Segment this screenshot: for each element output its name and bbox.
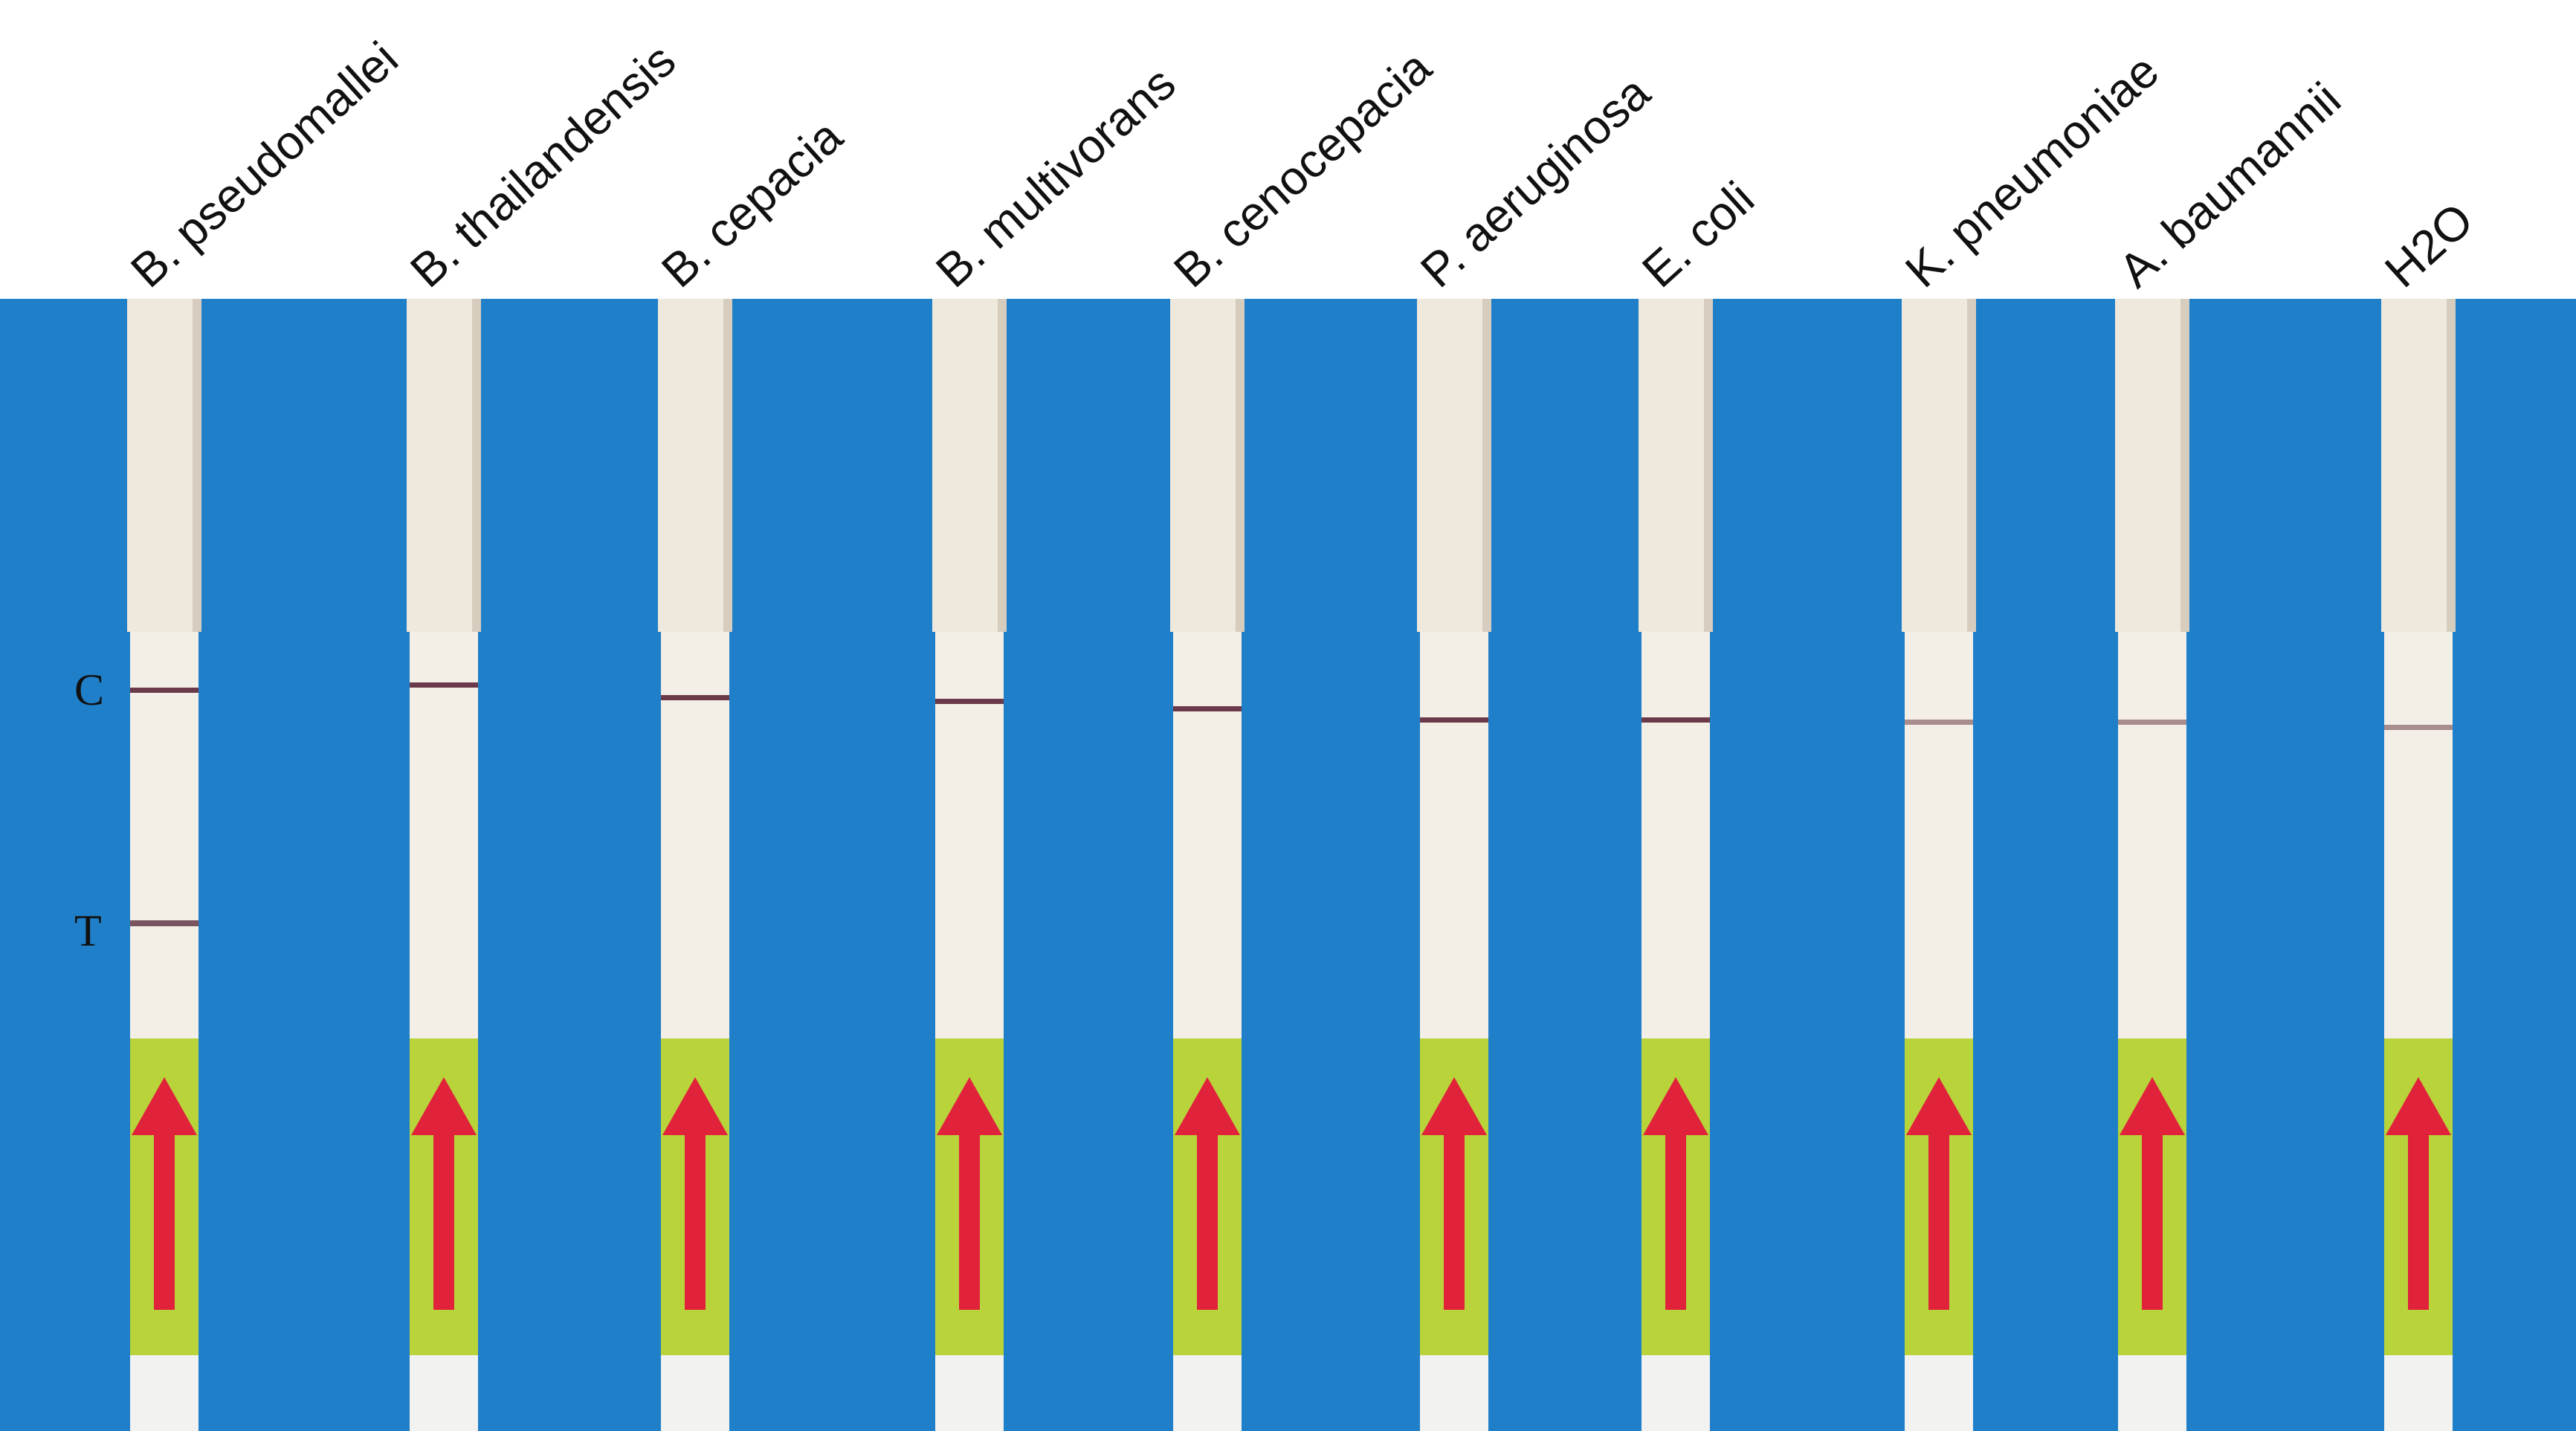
- control-marker: C: [74, 665, 104, 714]
- test-strip: [1170, 299, 1245, 1431]
- control-line: [1173, 706, 1242, 711]
- control-line: [1905, 720, 1973, 725]
- test-line: [130, 920, 198, 926]
- strip-end: [1173, 1355, 1242, 1431]
- flow-arrow: [937, 1077, 1002, 1310]
- flow-arrow: [2120, 1077, 2185, 1310]
- strip-membrane: [1642, 632, 1710, 1038]
- control-line: [1420, 717, 1488, 723]
- strip-end: [2384, 1355, 2453, 1431]
- test-marker: T: [74, 906, 102, 955]
- test-strip: [2115, 299, 2189, 1431]
- strip-end: [130, 1355, 198, 1431]
- test-strip: [932, 299, 1007, 1431]
- control-line: [2384, 725, 2453, 730]
- flow-arrow: [2386, 1077, 2451, 1310]
- strip-end: [1642, 1355, 1710, 1431]
- strip-membrane: [2118, 632, 2186, 1038]
- strip-membrane: [935, 632, 1004, 1038]
- flow-arrow: [662, 1077, 728, 1310]
- strip-upper: [127, 299, 201, 632]
- test-strip: [658, 299, 732, 1431]
- strip-upper: [2115, 299, 2189, 632]
- test-strip: [127, 299, 201, 1431]
- strip-shadow: [1967, 299, 1976, 632]
- strip-end: [1420, 1355, 1488, 1431]
- strip-end: [2118, 1355, 2186, 1431]
- flow-arrow: [1643, 1077, 1708, 1310]
- control-line: [935, 699, 1004, 704]
- flow-arrow: [411, 1077, 477, 1310]
- control-line: [410, 682, 478, 688]
- strip-upper: [932, 299, 1007, 632]
- test-strip: [1639, 299, 1713, 1431]
- strip-membrane: [1905, 632, 1973, 1038]
- control-line: [661, 695, 729, 700]
- strip-membrane: [410, 632, 478, 1038]
- control-line: [130, 688, 198, 693]
- flow-arrow: [1421, 1077, 1487, 1310]
- test-strip: [1902, 299, 1976, 1431]
- test-strip: [1417, 299, 1491, 1431]
- flow-arrow: [1906, 1077, 1972, 1310]
- strip-shadow: [723, 299, 732, 632]
- strip-upper: [1417, 299, 1491, 632]
- strip-shadow: [2447, 299, 2456, 632]
- strip-membrane: [130, 632, 198, 1038]
- strip-membrane: [1420, 632, 1488, 1038]
- strip-shadow: [472, 299, 481, 632]
- strip-upper: [658, 299, 732, 632]
- strip-shadow: [2180, 299, 2189, 632]
- strip-shadow: [1482, 299, 1491, 632]
- strip-upper: [2381, 299, 2456, 632]
- test-strip: [2381, 299, 2456, 1431]
- strip-shadow: [998, 299, 1007, 632]
- strip-membrane: [661, 632, 729, 1038]
- strip-end: [1905, 1355, 1973, 1431]
- test-strip: [407, 299, 481, 1431]
- strip-end: [661, 1355, 729, 1431]
- flow-arrow: [1175, 1077, 1240, 1310]
- flow-arrow: [132, 1077, 197, 1310]
- label-area: [0, 0, 2576, 299]
- strip-upper: [1902, 299, 1976, 632]
- strip-shadow: [1704, 299, 1713, 632]
- strip-upper: [1170, 299, 1245, 632]
- strip-upper: [1639, 299, 1713, 632]
- strip-upper: [407, 299, 481, 632]
- strip-shadow: [1236, 299, 1245, 632]
- blue-background: [0, 299, 2576, 1431]
- strip-end: [935, 1355, 1004, 1431]
- strip-membrane: [1173, 632, 1242, 1038]
- control-line: [1642, 717, 1710, 723]
- strip-shadow: [193, 299, 201, 632]
- strip-end: [410, 1355, 478, 1431]
- strip-membrane: [2384, 632, 2453, 1038]
- control-line: [2118, 720, 2186, 725]
